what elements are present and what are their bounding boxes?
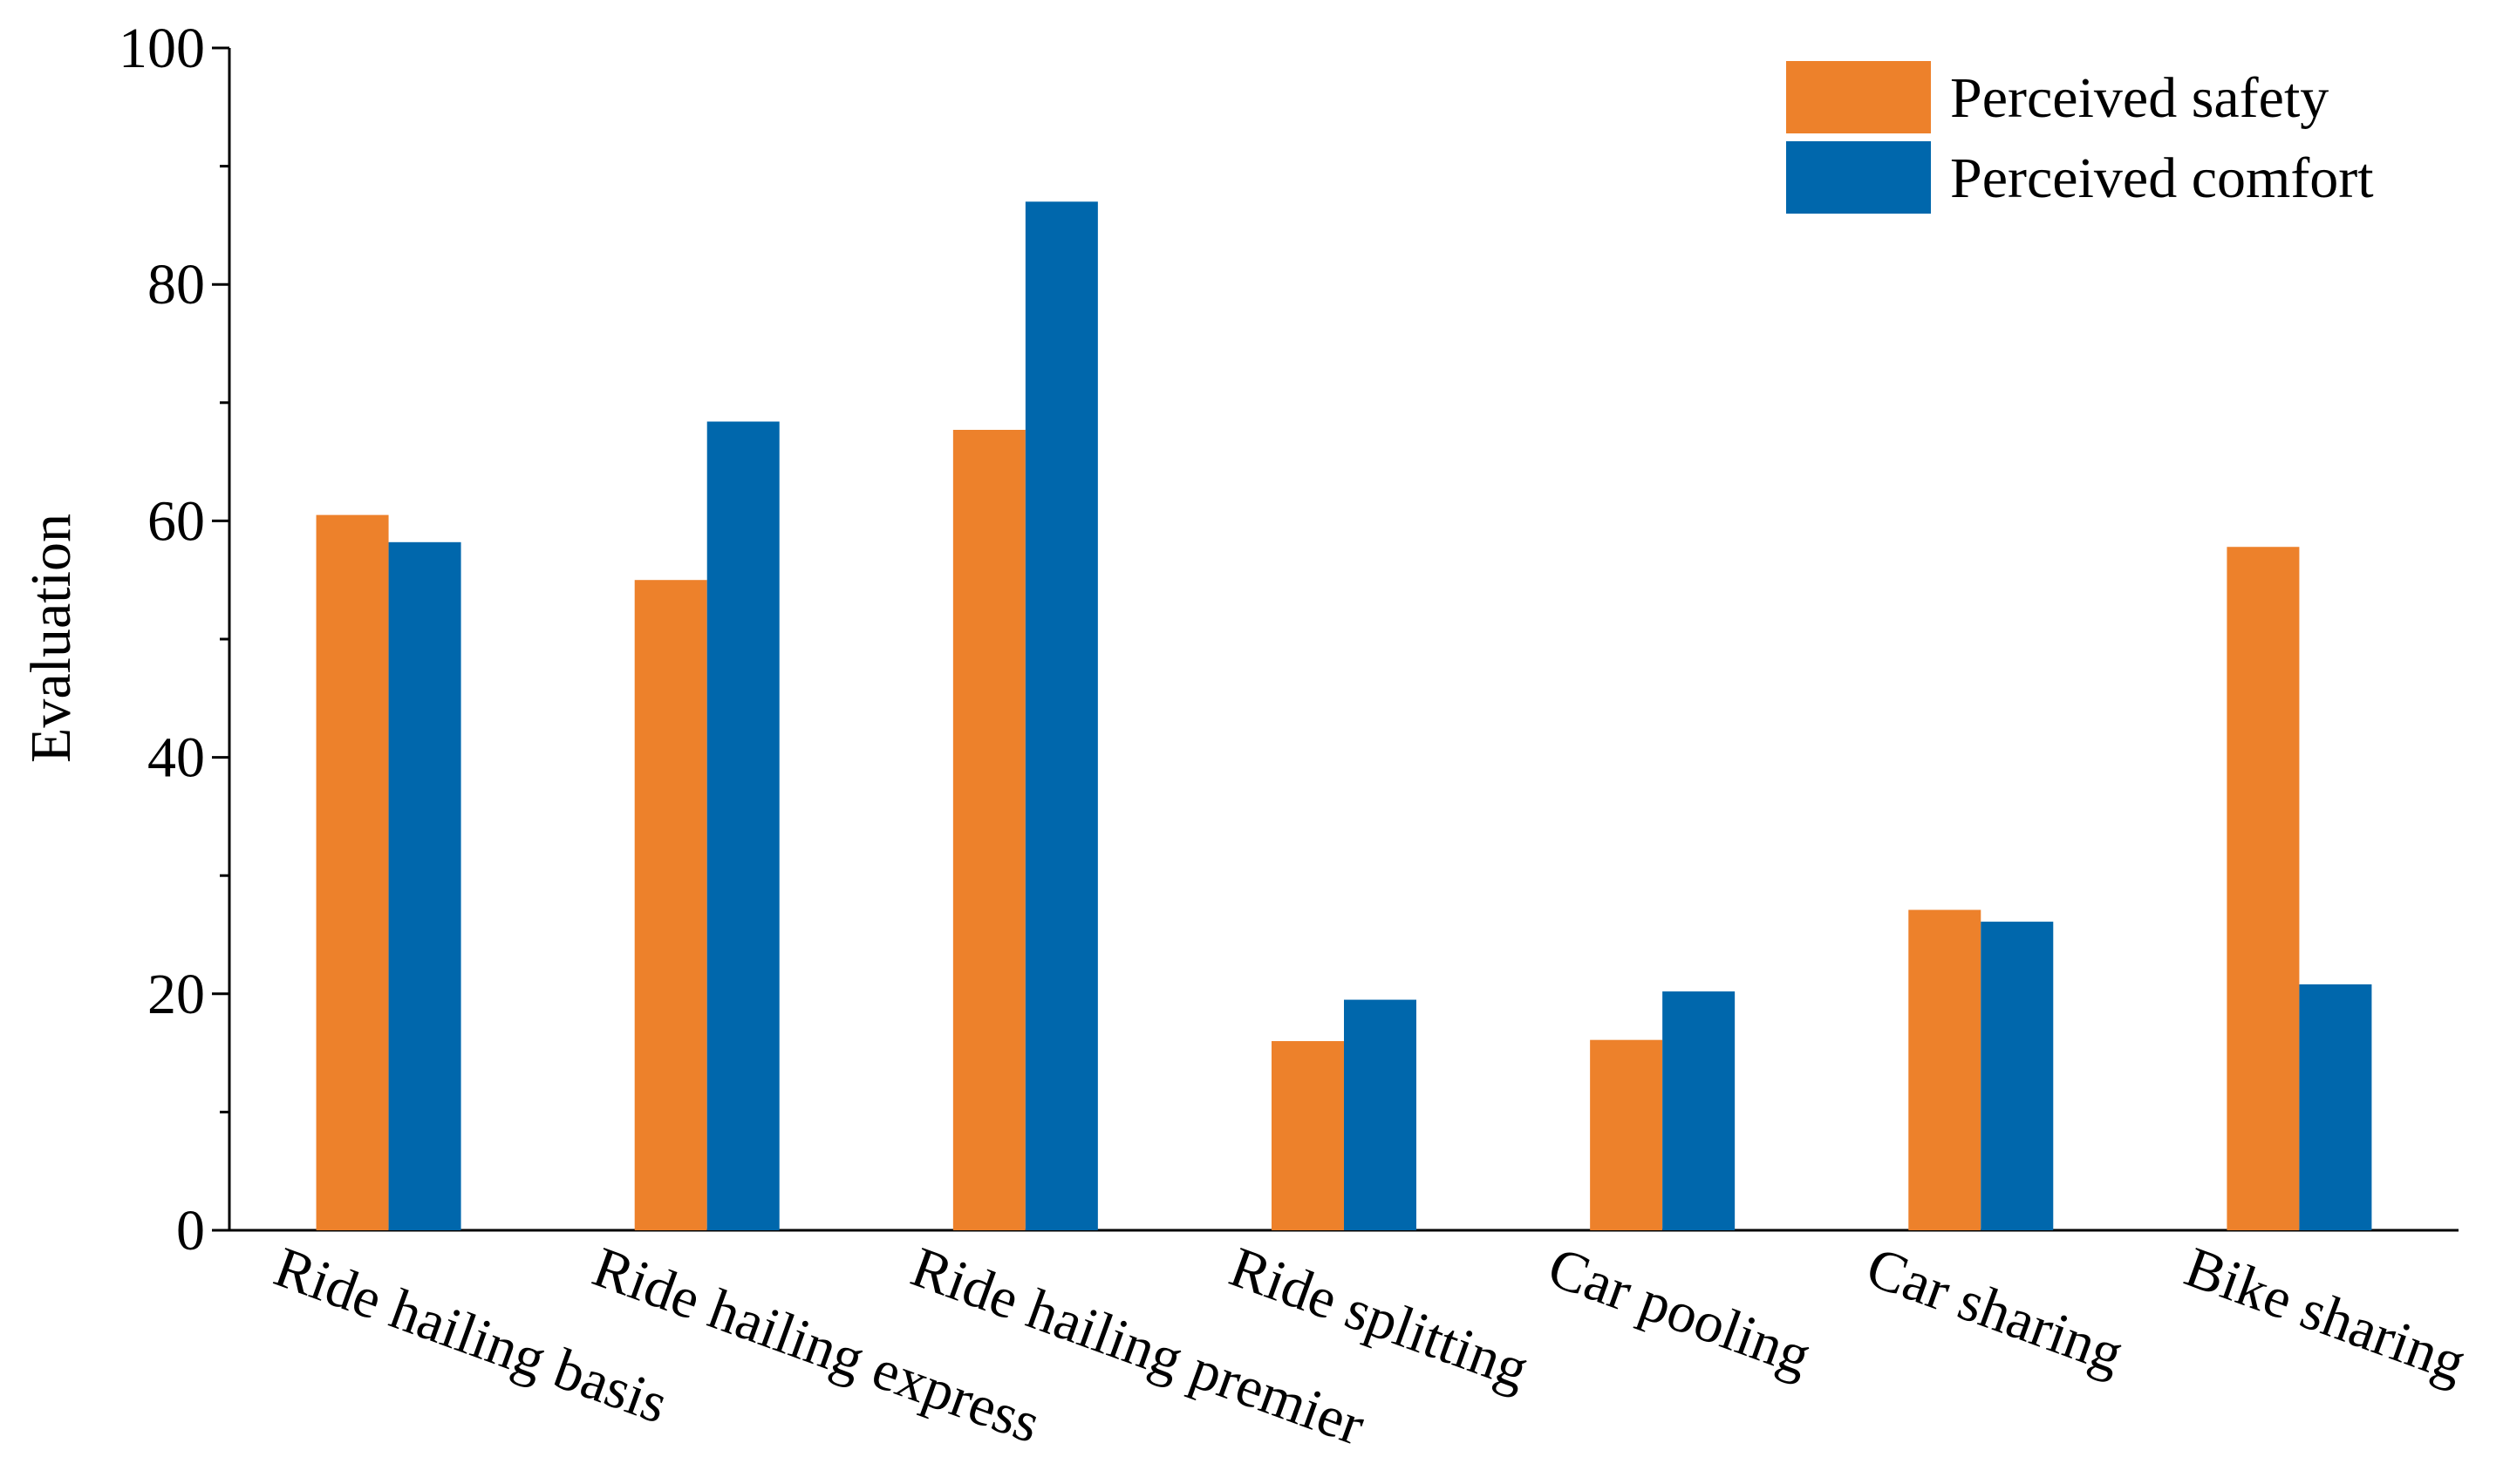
bar (1590, 1039, 1663, 1230)
y-tick-label: 80 (147, 253, 205, 317)
legend-label: Perceived safety (1950, 66, 2329, 130)
x-tick-label: Bike sharing (2177, 1235, 2473, 1394)
bar (706, 421, 780, 1231)
legend-swatch (1786, 141, 1931, 214)
bar (1272, 1041, 1344, 1230)
bar (1662, 991, 1736, 1230)
y-tick-label: 0 (176, 1199, 205, 1263)
bar (2227, 547, 2300, 1230)
x-tick-label: Car sharing (1858, 1235, 2131, 1385)
bar (634, 580, 707, 1230)
bar (388, 541, 461, 1230)
bar (1908, 909, 1981, 1230)
y-axis-label: Evaluation (19, 514, 83, 763)
legend-swatch (1786, 61, 1931, 133)
y-tick-label: 60 (147, 489, 205, 553)
legend-label: Perceived comfort (1950, 146, 2374, 210)
bar (2299, 984, 2372, 1230)
bar (1981, 922, 2054, 1230)
y-tick-label: 100 (119, 17, 205, 80)
bar (952, 429, 1026, 1230)
bar (316, 514, 389, 1230)
y-tick-label: 20 (147, 963, 205, 1026)
bar (1025, 201, 1098, 1230)
bar (1344, 999, 1416, 1230)
x-tick-label: Car pooling (1540, 1235, 1819, 1388)
y-tick-label: 40 (147, 726, 205, 790)
